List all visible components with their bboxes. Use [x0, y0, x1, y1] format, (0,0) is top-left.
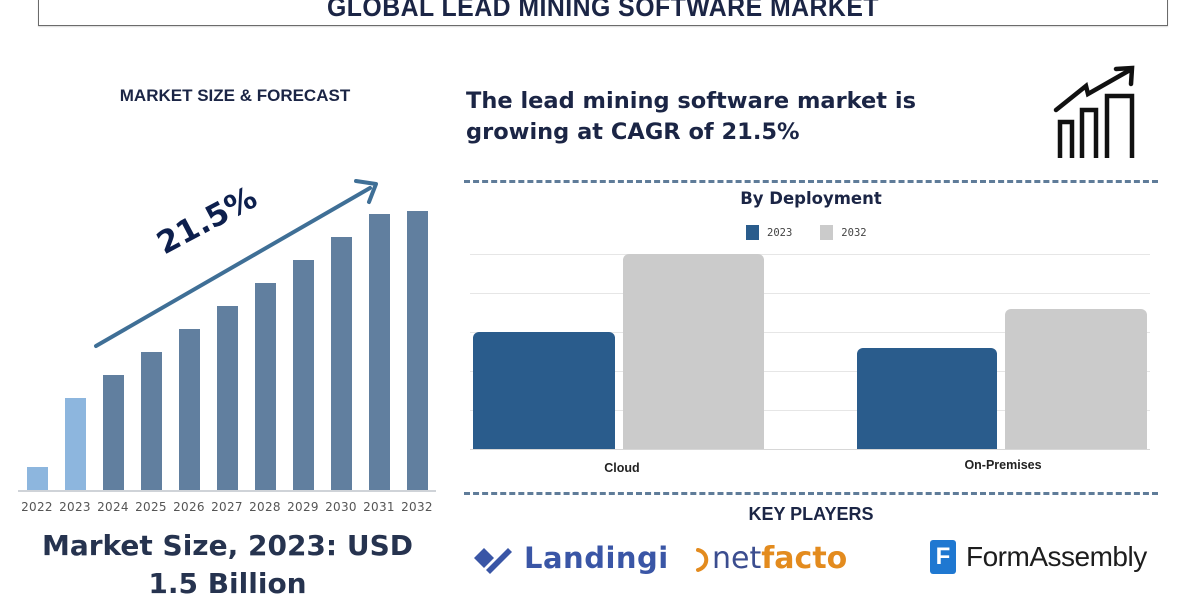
formassembly-text: FormAssembly: [966, 541, 1147, 572]
netfacto-text-net: net: [712, 540, 762, 576]
netfacto-swoosh-icon: [696, 548, 709, 572]
market-size-heading: MARKET SIZE & FORECAST: [119, 86, 351, 105]
market-size-line2: 1.5 Billion: [148, 567, 307, 600]
logo-formassembly: F FormAssembly: [930, 540, 1147, 574]
bar-2026: [179, 329, 200, 490]
cagr-statement: The lead mining software market is growi…: [466, 86, 986, 148]
year-label-2022: 2022: [21, 500, 53, 514]
bar-2025: [141, 352, 162, 490]
bar-onprem-2032: [1005, 309, 1147, 450]
bar-2024: [103, 375, 124, 490]
key-players-title: KEY PLAYERS: [748, 504, 874, 524]
legend-label-2023: 2023: [767, 226, 793, 239]
legend-item-2032: 2032: [820, 225, 867, 240]
x-axis-line: [18, 490, 436, 492]
bar-2032: [407, 211, 428, 490]
cagr-arrow-icon: [94, 179, 378, 348]
year-label-2027: 2027: [211, 500, 243, 514]
gridline: [470, 371, 1150, 372]
year-label-2029: 2029: [287, 500, 319, 514]
bar-2027: [217, 306, 238, 490]
year-label-2028: 2028: [249, 500, 281, 514]
cagr-statement-line2: growing at CAGR of 21.5%: [466, 119, 800, 145]
landingi-text: Landingi: [524, 541, 669, 575]
gridline: [470, 410, 1150, 411]
market-size-line1: Market Size, 2023: USD: [41, 529, 413, 562]
bar-2030: [331, 237, 352, 490]
category-label-cloud: Cloud: [604, 461, 640, 475]
bar-2022: [27, 467, 48, 490]
legend-swatch-2023: [746, 225, 759, 240]
market-forecast-chart: 2022 2023 2024 2025 2026 2027 2028 2029 2030 2031…: [18, 170, 438, 514]
landingi-logo-icon: [474, 548, 512, 574]
logo-landingi: Landingi: [472, 540, 669, 576]
logo-netfacto: net facto: [694, 540, 847, 576]
bar-2023: [65, 398, 86, 490]
formassembly-logo-icon: F: [930, 540, 956, 574]
bar-cloud-2032: [623, 254, 764, 450]
category-label-on-premises: On-Premises: [964, 458, 1042, 472]
cagr-statement-line1: The lead mining software market is: [466, 88, 916, 114]
netfacto-text-facto: facto: [761, 540, 848, 576]
bar-cloud-2023: [473, 332, 615, 450]
bar-onprem-2023: [857, 348, 997, 450]
year-label-2030: 2030: [325, 500, 357, 514]
market-size-text: Market Size, 2023: USD 1.5 Billion: [0, 527, 455, 600]
deployment-legend: 2023 2032: [746, 225, 885, 240]
year-label-2026: 2026: [173, 500, 205, 514]
growth-chart-icon: [1053, 65, 1135, 158]
deployment-chart-title: By Deployment: [740, 189, 882, 208]
deployment-chart: Cloud On-Premises: [470, 252, 1150, 475]
year-label-2032: 2032: [401, 500, 433, 514]
gridline: [470, 332, 1150, 333]
formassembly-icon-letter: F: [935, 543, 951, 570]
page-title: GLOBAL LEAD MINING SOFTWARE MARKET: [326, 0, 879, 22]
year-label-2023: 2023: [59, 500, 91, 514]
year-label-2024: 2024: [97, 500, 129, 514]
x-axis-line: [470, 449, 1150, 450]
page-title-box: GLOBAL LEAD MINING SOFTWARE MARKET: [38, 0, 1168, 26]
divider-top: [464, 180, 1158, 183]
gridline: [470, 254, 1150, 255]
year-label-2031: 2031: [363, 500, 395, 514]
bar-2028: [255, 283, 276, 490]
legend-label-2032: 2032: [841, 226, 867, 239]
divider-bottom: [464, 492, 1158, 495]
year-label-2025: 2025: [135, 500, 167, 514]
bar-2029: [293, 260, 314, 490]
legend-swatch-2032: [820, 225, 834, 240]
legend-item-2023: 2023: [746, 225, 792, 240]
bar-2031: [369, 214, 390, 490]
gridline: [470, 293, 1150, 294]
